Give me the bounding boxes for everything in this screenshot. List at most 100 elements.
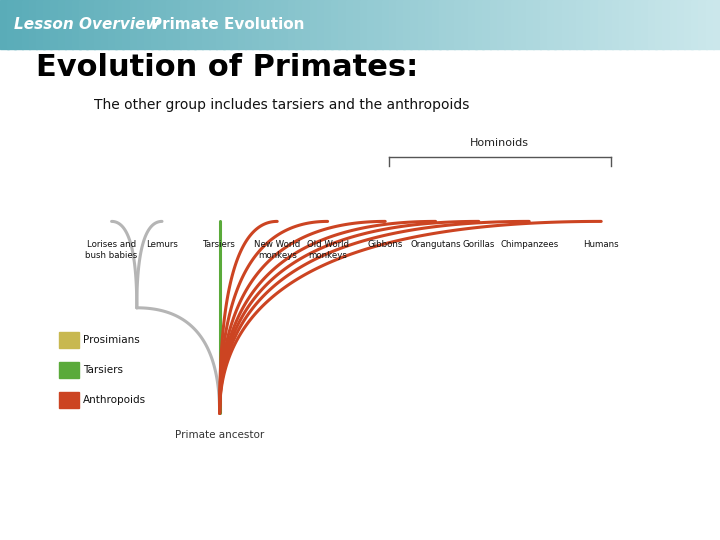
Bar <box>670 0 678 49</box>
Bar <box>583 0 592 49</box>
Bar <box>58 0 66 49</box>
Bar <box>691 0 700 49</box>
Bar <box>605 0 613 49</box>
Bar <box>7 0 16 49</box>
Bar <box>72 0 81 49</box>
Bar <box>396 0 405 49</box>
Bar <box>439 0 448 49</box>
Bar <box>144 0 153 49</box>
Bar <box>713 0 720 49</box>
Bar <box>533 0 541 49</box>
Bar <box>468 0 477 49</box>
Bar <box>324 0 333 49</box>
Bar <box>245 0 253 49</box>
Bar <box>122 0 131 49</box>
Bar <box>504 0 513 49</box>
Bar <box>266 0 275 49</box>
Bar <box>353 0 361 49</box>
Bar <box>338 0 347 49</box>
Bar <box>518 0 527 49</box>
Bar <box>202 0 210 49</box>
Text: Orangutans: Orangutans <box>410 240 461 249</box>
Bar <box>180 0 189 49</box>
Bar <box>706 0 714 49</box>
Bar <box>43 0 52 49</box>
Text: Anthropoids: Anthropoids <box>83 395 146 404</box>
Bar <box>698 0 707 49</box>
Bar <box>29 0 37 49</box>
Bar <box>410 0 419 49</box>
Bar <box>94 0 102 49</box>
Bar <box>194 0 203 49</box>
Bar <box>454 0 462 49</box>
Bar <box>281 0 289 49</box>
Bar <box>101 0 109 49</box>
Text: New World
monkeys: New World monkeys <box>254 240 300 260</box>
Bar <box>382 0 390 49</box>
Text: Lorises and
bush babies: Lorises and bush babies <box>86 240 138 260</box>
Text: Prosimians: Prosimians <box>83 335 140 345</box>
Bar <box>590 0 599 49</box>
Text: Primate ancestor: Primate ancestor <box>175 430 264 440</box>
Bar <box>360 0 369 49</box>
Text: Evolution of Primates:: Evolution of Primates: <box>36 53 418 82</box>
Bar <box>497 0 505 49</box>
Bar <box>187 0 196 49</box>
Bar <box>511 0 520 49</box>
Bar <box>115 0 124 49</box>
Bar <box>108 0 117 49</box>
Bar <box>238 0 246 49</box>
Bar <box>166 0 174 49</box>
Bar <box>547 0 556 49</box>
Bar <box>331 0 340 49</box>
Text: Hominoids: Hominoids <box>470 138 529 149</box>
Bar <box>446 0 455 49</box>
Bar <box>14 0 23 49</box>
Bar <box>288 0 297 49</box>
Bar <box>158 0 167 49</box>
Bar <box>209 0 217 49</box>
Bar <box>151 0 160 49</box>
Bar <box>482 0 491 49</box>
Bar <box>130 0 138 49</box>
Text: Lemurs: Lemurs <box>146 240 178 249</box>
Bar <box>374 0 383 49</box>
Bar <box>317 0 325 49</box>
Bar <box>569 0 577 49</box>
Bar <box>22 0 30 49</box>
Bar <box>554 0 563 49</box>
Bar <box>346 0 354 49</box>
Bar <box>562 0 570 49</box>
Bar <box>252 0 261 49</box>
Text: The other group includes tarsiers and the anthropoids: The other group includes tarsiers and th… <box>94 98 469 112</box>
Bar <box>36 0 45 49</box>
Bar <box>259 0 268 49</box>
Text: Tarsiers: Tarsiers <box>203 240 236 249</box>
Bar <box>490 0 498 49</box>
Bar <box>540 0 549 49</box>
Text: Lesson Overview: Lesson Overview <box>14 17 160 32</box>
Bar <box>389 0 397 49</box>
Bar <box>86 0 95 49</box>
Bar <box>50 0 59 49</box>
Bar <box>223 0 232 49</box>
Bar <box>648 0 657 49</box>
Bar <box>59 362 79 378</box>
Bar <box>59 392 79 408</box>
Bar <box>295 0 304 49</box>
Bar <box>684 0 693 49</box>
Bar <box>475 0 484 49</box>
Bar <box>612 0 621 49</box>
Text: Gibbons: Gibbons <box>367 240 403 249</box>
Bar <box>526 0 534 49</box>
Bar <box>230 0 239 49</box>
Bar <box>598 0 606 49</box>
Bar <box>626 0 635 49</box>
Bar <box>310 0 318 49</box>
Text: Tarsiers: Tarsiers <box>83 365 123 375</box>
Bar <box>619 0 628 49</box>
Bar <box>634 0 642 49</box>
Bar <box>662 0 671 49</box>
Bar <box>367 0 376 49</box>
Bar <box>425 0 433 49</box>
